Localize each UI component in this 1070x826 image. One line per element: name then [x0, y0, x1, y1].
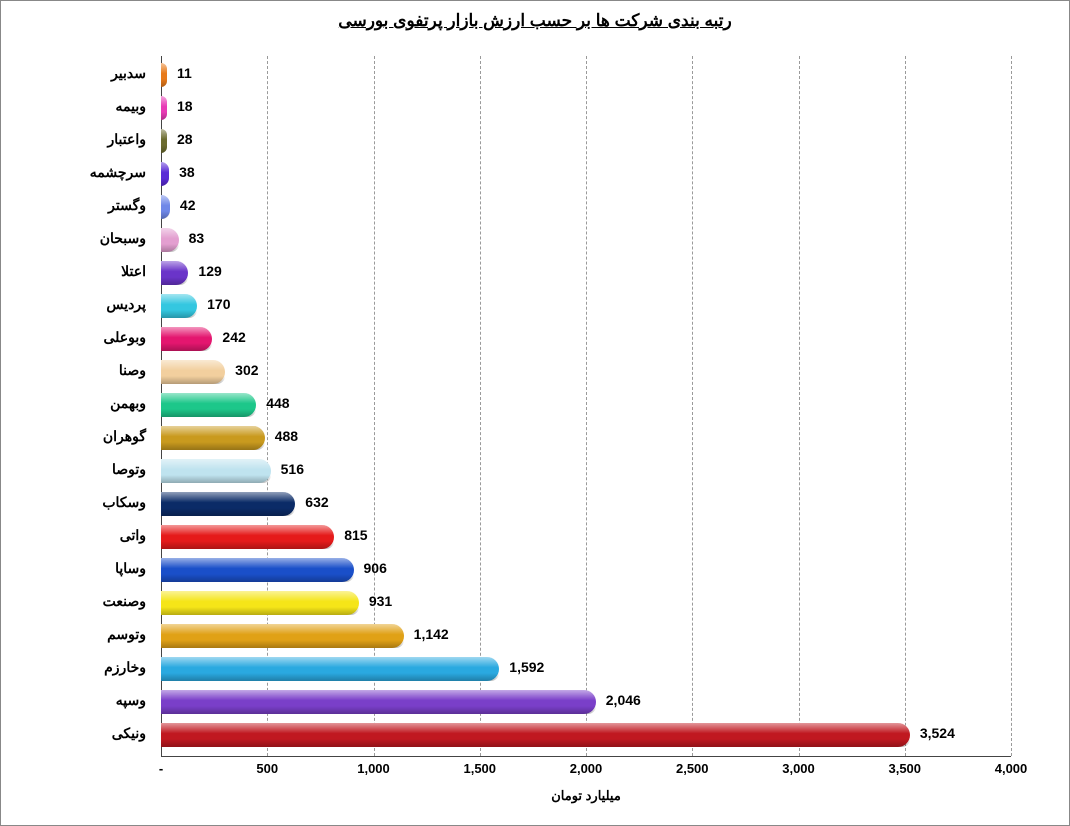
bar — [161, 426, 265, 450]
bar — [161, 624, 404, 648]
bar — [161, 162, 169, 186]
x-axis-title: میلیارد تومان — [161, 788, 1011, 804]
x-tick-label: - — [159, 761, 163, 776]
grid-line — [480, 56, 481, 756]
bar — [161, 525, 334, 549]
bar — [161, 723, 910, 747]
bar-value-label: 1,592 — [509, 659, 544, 675]
y-category-label: واعتبار — [6, 131, 146, 148]
y-category-label: وگستر — [6, 197, 146, 214]
y-category-label: وسکاب — [6, 494, 146, 511]
bar-value-label: 488 — [275, 428, 298, 444]
y-category-label: واتی — [6, 527, 146, 544]
y-category-label: اعتلا — [6, 263, 146, 280]
bar-value-label: 11 — [177, 65, 192, 81]
bar-value-label: 931 — [369, 593, 392, 609]
grid-line — [905, 56, 906, 756]
bar-value-label: 28 — [177, 131, 193, 147]
bar-value-label: 1,142 — [414, 626, 449, 642]
bar-value-label: 83 — [189, 230, 205, 246]
y-category-label: وتوصا — [6, 461, 146, 478]
x-tick-label: 3,500 — [888, 761, 921, 776]
bar — [161, 459, 271, 483]
bar — [161, 657, 499, 681]
bar — [161, 261, 188, 285]
bar — [161, 327, 212, 351]
y-category-label: وتوسم — [6, 626, 146, 643]
y-category-label: گوهران — [6, 428, 146, 445]
bar — [161, 294, 197, 318]
bar-value-label: 38 — [179, 164, 195, 180]
y-category-label: وبهمن — [6, 395, 146, 412]
bar — [161, 360, 225, 384]
y-category-label: وبوعلی — [6, 329, 146, 346]
y-category-label: ونیکی — [6, 725, 146, 742]
y-category-label: وصنا — [6, 362, 146, 379]
grid-line — [799, 56, 800, 756]
y-category-label: وبیمه — [6, 98, 146, 115]
plot-area: میلیارد تومان -5001,0001,5002,0002,5003,… — [161, 56, 1011, 756]
bar-value-label: 242 — [222, 329, 245, 345]
y-category-label: وسپه — [6, 692, 146, 709]
x-tick-label: 2,000 — [570, 761, 603, 776]
bar — [161, 228, 179, 252]
bar — [161, 492, 295, 516]
y-category-label: وساپا — [6, 560, 146, 577]
bar — [161, 393, 256, 417]
x-tick-label: 4,000 — [995, 761, 1028, 776]
grid-line — [374, 56, 375, 756]
y-category-label: وسبحان — [6, 230, 146, 247]
y-category-label: پردیس — [6, 296, 146, 313]
y-category-label: وصنعت — [6, 593, 146, 610]
bar-value-label: 448 — [266, 395, 289, 411]
x-tick-label: 2,500 — [676, 761, 709, 776]
bar-value-label: 42 — [180, 197, 196, 213]
bar-value-label: 632 — [305, 494, 328, 510]
bar-value-label: 3,524 — [920, 725, 955, 741]
chart-title: رتبه بندی شرکت ها بر حسب ارزش بازار پرتف… — [1, 11, 1069, 31]
bar-value-label: 170 — [207, 296, 230, 312]
bar-value-label: 18 — [177, 98, 193, 114]
y-category-label: سرچشمه — [6, 164, 146, 181]
grid-line — [586, 56, 587, 756]
bar — [161, 195, 170, 219]
bar — [161, 558, 354, 582]
bar-value-label: 129 — [198, 263, 221, 279]
chart-container: رتبه بندی شرکت ها بر حسب ارزش بازار پرتف… — [0, 0, 1070, 826]
bar — [161, 63, 167, 87]
grid-line — [692, 56, 693, 756]
x-tick-label: 500 — [256, 761, 278, 776]
bar-value-label: 2,046 — [606, 692, 641, 708]
bar-value-label: 516 — [281, 461, 304, 477]
bar — [161, 690, 596, 714]
y-category-label: وخارزم — [6, 659, 146, 676]
bar — [161, 129, 167, 153]
x-axis-line — [161, 756, 1011, 757]
x-tick-label: 1,000 — [357, 761, 390, 776]
bar — [161, 96, 167, 120]
bar-value-label: 906 — [364, 560, 387, 576]
x-tick-label: 3,000 — [782, 761, 815, 776]
bar-value-label: 302 — [235, 362, 258, 378]
x-tick-label: 1,500 — [463, 761, 496, 776]
grid-line — [1011, 56, 1012, 756]
bar — [161, 591, 359, 615]
y-category-label: سدبیر — [6, 65, 146, 82]
bar-value-label: 815 — [344, 527, 367, 543]
